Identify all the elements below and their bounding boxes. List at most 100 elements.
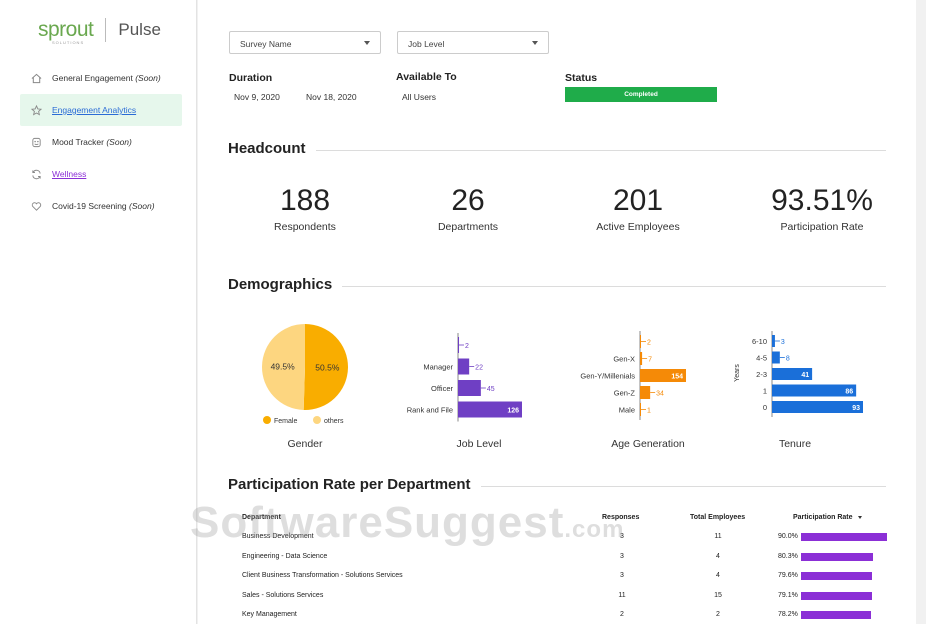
kpi-label: Departments [437,221,499,233]
tick-label: Gen-Y/Millenials [580,372,635,381]
bar [640,369,686,382]
cell-department: Client Business Transformation - Solutio… [242,572,403,579]
participation-title: Participation Rate per Department [228,476,481,493]
survey-name-select[interactable]: Survey Name [229,31,381,54]
sidebar-item-label: General Engagement (Soon) [52,73,161,83]
tick-label: 6-10 [752,337,767,346]
product-name: Pulse [118,20,161,39]
sort-desc-icon [858,515,863,519]
col-header-total[interactable]: Total Employees [690,514,746,521]
cell-rate: 90.0% [778,533,798,540]
tick-label: Rank and File [407,406,453,415]
kpi-label: Participation Rate [780,221,864,233]
kpi-value: 201 [612,184,664,217]
sidebar-item-covid-screening[interactable]: Covid-19 Screening (Soon) [20,190,182,222]
data-label: 154 [671,374,683,381]
rate-bar [801,552,874,561]
data-label: 22 [475,365,483,372]
logo[interactable]: sprout SOLUTIONS Pulse [38,16,161,45]
col-header-department[interactable]: Department [242,514,281,521]
sidebar: sprout SOLUTIONS Pulse General Engagemen… [0,0,197,624]
rate-bar [801,591,873,600]
pie-slice-label: 49.5% [271,362,296,372]
kpi-participation-rate: 93.51% Participation Rate [742,183,902,233]
sidebar-item-label: Wellness [52,169,87,179]
bar [640,352,643,365]
tick-label: Officer [431,384,453,393]
data-label: 93 [852,405,860,412]
bar [458,380,481,396]
mood-icon [30,136,42,148]
data-label: 34 [656,391,664,398]
data-label: 2 [647,340,651,347]
rate-bar [801,533,887,541]
data-label: 126 [507,408,519,415]
kpi-active-employees: 201 Active Employees [558,183,718,233]
cell-department: Sales - Solutions Services [242,591,324,599]
tick-label: Gen-Z [614,389,636,398]
chevron-down-icon [364,41,370,45]
section-divider [228,150,886,151]
tenure-caption: Tenure [778,438,812,450]
sidebar-item-wellness[interactable]: Wellness [20,158,182,190]
survey-name-value: Survey Name [240,39,292,49]
tick-label: 0 [763,403,767,412]
bar [772,335,775,347]
heart-icon [30,200,42,212]
data-label: 7 [648,357,652,364]
bar [640,403,641,416]
refresh-icon [30,168,42,180]
data-label: 45 [487,386,495,393]
tick-label: 1 [763,387,767,396]
bar [458,358,470,375]
col-header-rate-label: Participation Rate [793,514,853,521]
bar [640,335,641,348]
bar [772,384,857,397]
data-label: 2 [465,343,469,350]
gender-caption: Gender [287,438,323,450]
cell-total: 11 [714,533,722,540]
data-label: 1 [647,408,651,415]
tick-label: Male [619,406,635,415]
kpi-respondents: 188 Respondents [225,183,385,233]
kpi-departments: 26 Departments [388,183,548,233]
kpi-value: 26 [451,184,485,217]
bar [458,401,522,418]
col-header-responses[interactable]: Responses [602,514,640,521]
cell-rate: 79.1% [778,591,798,599]
duration-label: Duration [229,72,273,84]
kpi-value: 93.51% [771,184,873,217]
sidebar-item-engagement-analytics[interactable]: Engagement Analytics [20,94,182,126]
cell-total: 2 [716,611,720,618]
sidebar-item-mood-tracker[interactable]: Mood Tracker (Soon) [20,126,182,158]
kpi-label: Respondents [274,221,336,233]
home-icon [30,72,42,84]
cell-total: 4 [716,552,720,560]
col-header-rate[interactable]: Participation Rate [793,514,863,521]
cell-responses: 2 [620,611,624,618]
legend-swatch [263,416,271,424]
kpi-label: Active Employees [596,221,680,233]
legend-label-others: others [324,418,344,425]
cell-responses: 11 [618,591,626,599]
chevron-down-icon [532,41,538,45]
headcount-title: Headcount [228,140,316,157]
pie-slice-female [303,324,348,410]
data-label: 41 [801,372,809,379]
rate-bar [801,611,872,619]
cell-responses: 3 [620,572,624,579]
legend-label-female: Female [274,418,297,425]
rate-bar [801,572,873,580]
logo-subtext: SOLUTIONS [52,40,85,45]
main-content: Survey Name Job Level Duration Nov 9, 20… [198,0,916,624]
status-label: Status [565,72,598,84]
sidebar-item-general-engagement[interactable]: General Engagement (Soon) [20,62,182,94]
cell-total: 4 [716,572,720,579]
tick-label: 2-3 [756,370,767,379]
job-level-select[interactable]: Job Level [397,31,549,54]
cell-rate: 80.3% [778,552,798,560]
tenure-ylabel: Years [734,364,741,382]
logo-divider [105,18,107,42]
sidebar-item-label: Engagement Analytics [52,105,137,115]
